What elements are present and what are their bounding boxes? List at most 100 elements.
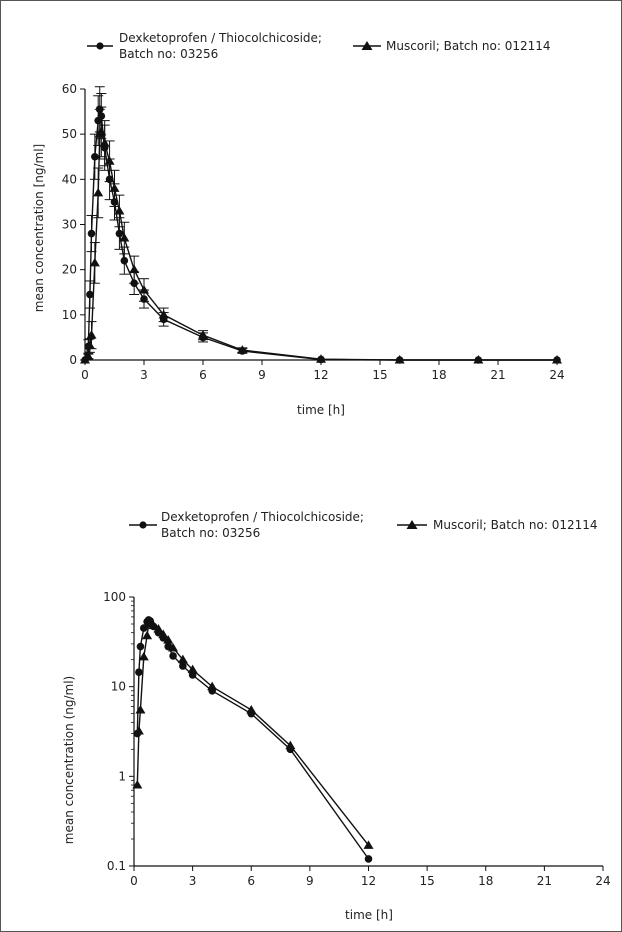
chart2-series-2-point [142,630,153,640]
chart2-series-1-point [179,662,187,670]
chart1-y-tick-label: 10 [62,308,77,322]
chart1-x-tick-label: 12 [313,368,328,382]
legend-series1-line2: Batch no: 03256 [119,47,218,61]
chart2-y-tick-label: 10 [111,680,126,694]
chart1-series-1-line [84,109,557,361]
chart2-series-1 [133,616,373,863]
chart2-series-2-point [363,840,374,849]
legend-circle-marker-icon [139,521,147,529]
chart2-x-tick-label: 12 [361,874,376,888]
chart2-series-2-point [163,635,174,644]
chart1-y-tick-label: 60 [62,82,77,96]
chart1-series-2-point [83,351,94,360]
chart1-series-2-point [139,284,149,294]
chart1-series-2-point [86,330,97,339]
chart2-series-1-point [136,642,145,651]
chart2-y-tick-label: 0.1 [107,859,126,873]
chart2-x-tick-label: 24 [595,874,610,888]
chart2-series-1-point [135,668,143,676]
chart1-series-2-line [84,130,557,361]
chart2-series-2-point [207,681,218,691]
chart2-y-axis-label: mean concentration (ng/ml) [62,676,76,844]
chart2-series-2-point [246,704,257,714]
chart2-y-tick-label: 100 [103,590,126,604]
chart2-x-tick-label: 15 [419,874,434,888]
chart2-series-2-point [148,620,159,630]
chart2-series-2-point [138,651,149,661]
log-concentration-chart: Dexketoprofen / Thiocolchicoside; Batch … [62,510,611,922]
chart2-x-axis-label: time [h] [345,908,393,922]
legend-series1-line2: Batch no: 03256 [161,526,260,540]
legend-series1-line1: Dexketoprofen / Thiocolchicoside; [119,31,322,45]
chart1-axes: 0 3 6 9 12 15 18 21 24 0 10 20 30 40 50 60 [62,82,565,382]
chart1-series-2-point [109,183,120,192]
chart1-series-2-point [158,309,169,319]
chart1-y-tick-label: 30 [62,218,77,232]
chart2-series-1-point [169,652,177,660]
chart1-series-1-point [87,229,96,238]
chart1-legend: Dexketoprofen / Thiocolchicoside; Batch … [87,31,551,61]
chart1-series-2-point [104,156,115,165]
chart2-series-2-point [187,664,198,674]
chart2-series-2-point [132,780,143,789]
chart2-series-2-point [177,654,188,664]
chart2-series-1-point [364,855,373,863]
chart1-series-2-point [198,330,208,339]
legend-triangle-marker-icon [361,41,373,50]
chart1-series-1-point [120,256,129,265]
chart2-series-2-point [158,629,169,639]
chart2-x-tick-label: 0 [130,874,138,888]
chart1-series-2-point [473,355,484,364]
chart1-series-1 [81,86,561,364]
chart2-y-tick-label: 1 [118,769,126,783]
chart1-x-tick-label: 15 [372,368,387,382]
chart1-y-axis-label: mean concentration [ng/ml] [32,144,46,312]
chart1-series-2-point [84,340,95,350]
chart1-series-2-point [394,355,405,364]
chart1-series-2-point [316,354,326,363]
chart1-series-2-point [237,345,248,354]
linear-concentration-chart: Dexketoprofen / Thiocolchicoside; Batch … [32,31,565,417]
chart2-legend: Dexketoprofen / Thiocolchicoside; Batch … [129,510,598,540]
chart1-y-tick-label: 0 [69,353,77,367]
chart2-axes: 0 3 6 9 12 15 18 21 24 0.1 1 10 100 [103,590,611,888]
chart1-series-2-point [129,264,140,274]
chart1-x-axis-label: time [h] [297,403,345,417]
chart2-x-tick-label: 18 [478,874,493,888]
chart1-y-tick-label: 40 [62,172,77,186]
chart1-x-tick-label: 18 [431,368,446,382]
chart1-series-2-point [119,233,130,242]
chart2-x-tick-label: 9 [306,874,314,888]
chart2-series-2-point [133,726,144,735]
chart2-series-2-point [285,740,296,750]
chart1-y-tick-label: 50 [62,127,77,141]
chart1-x-tick-label: 3 [140,368,148,382]
chart2-x-tick-label: 3 [189,874,197,888]
chart2-x-tick-label: 21 [537,874,552,888]
chart1-series-2-point [114,205,125,215]
legend-circle-marker-icon [96,42,104,50]
chart1-series-1-point [86,290,94,299]
chart1-x-tick-label: 24 [549,368,564,382]
chart1-x-tick-label: 6 [199,368,207,382]
chart1-x-tick-label: 21 [490,368,505,382]
chart2-series-2-point [135,704,146,714]
chart2-x-tick-label: 6 [247,874,255,888]
chart2-series-2-point [153,623,164,633]
legend-series2: Muscoril; Batch no: 012114 [386,39,551,53]
legend-series1-line1: Dexketoprofen / Thiocolchicoside; [161,510,364,524]
chart1-series-1-point [115,229,124,238]
legend-series2: Muscoril; Batch no: 012114 [433,518,598,532]
chart1-y-tick-label: 20 [62,263,77,277]
chart1-series-2-point [552,355,562,364]
chart2-series-2 [132,618,374,849]
legend-triangle-marker-icon [406,520,418,529]
chart1-series-2 [80,106,562,364]
chart1-series-2-point [99,138,110,147]
chart2-series-2-point [168,642,179,652]
chart1-series-2-point [93,187,104,197]
chart1-series-2-point [96,126,107,136]
chart1-series-2-point [89,257,100,267]
chart1-x-tick-label: 0 [81,368,89,382]
